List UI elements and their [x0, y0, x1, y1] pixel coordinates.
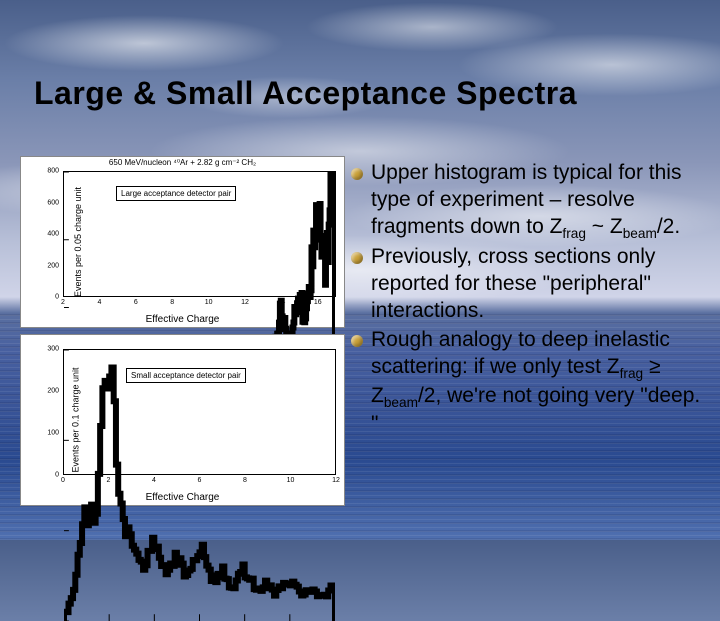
upper-y-ticks: 0200400600800	[41, 171, 61, 297]
upper-plot-area: Large acceptance detector pair	[63, 171, 336, 297]
lower-y-ticks: 0100200300	[41, 349, 61, 475]
bullet-dot-icon	[351, 168, 363, 180]
bullet-item: Previously, cross sections only reported…	[351, 244, 708, 325]
lower-legend: Small acceptance detector pair	[126, 368, 246, 383]
bullet-dot-icon	[351, 252, 363, 264]
charts-column: 650 MeV/nucleon ⁴⁰Ar + 2.82 g cm⁻² CH₂ E…	[20, 156, 345, 506]
bullet-text: Upper histogram is typical for this type…	[371, 160, 708, 242]
lower-chart: Events per 0.1 charge unit Effective Cha…	[20, 334, 345, 506]
bullet-text: Rough analogy to deep inelastic scatteri…	[371, 327, 708, 438]
bullet-item: Upper histogram is typical for this type…	[351, 160, 708, 242]
upper-chart: 650 MeV/nucleon ⁴⁰Ar + 2.82 g cm⁻² CH₂ E…	[20, 156, 345, 328]
slide-title: Large & Small Acceptance Spectra	[34, 75, 577, 112]
upper-legend: Large acceptance detector pair	[116, 186, 236, 201]
lower-plot-area: Small acceptance detector pair	[63, 349, 336, 475]
bullet-item: Rough analogy to deep inelastic scatteri…	[351, 327, 708, 438]
bullet-text: Previously, cross sections only reported…	[371, 244, 708, 325]
content-area: 650 MeV/nucleon ⁴⁰Ar + 2.82 g cm⁻² CH₂ E…	[20, 156, 708, 506]
lower-histogram	[64, 350, 335, 621]
bullet-dot-icon	[351, 335, 363, 347]
bullet-list: Upper histogram is typical for this type…	[345, 156, 708, 506]
upper-chart-title: 650 MeV/nucleon ⁴⁰Ar + 2.82 g cm⁻² CH₂	[21, 158, 344, 167]
